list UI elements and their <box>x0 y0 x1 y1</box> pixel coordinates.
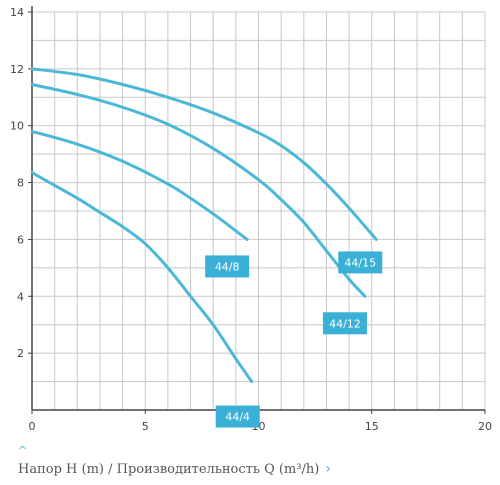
series-line-44-12 <box>30 82 367 298</box>
y-tick-label: 10 <box>10 120 24 133</box>
x-tick-label: 20 <box>478 420 492 433</box>
x-tick-label: 5 <box>142 420 149 433</box>
series-label-44-4: 44/4 <box>215 405 260 428</box>
series-label-box <box>322 312 367 335</box>
series-label-box <box>205 255 250 278</box>
y-tick-label: 6 <box>17 233 24 246</box>
series-line-44-8 <box>30 129 249 241</box>
series-label-box <box>338 251 383 274</box>
y-tick-label: 8 <box>17 177 24 190</box>
series-label-text: 44/12 <box>329 317 361 330</box>
y-tick-label: 14 <box>10 6 24 19</box>
series-line-44-4 <box>30 171 254 384</box>
y-tick-label: 12 <box>10 63 24 76</box>
chevron-right-icon: › <box>325 461 331 477</box>
series-label-44-8: 44/8 <box>205 255 250 278</box>
series-label-box <box>215 405 260 428</box>
caret-up-icon[interactable]: ^ <box>18 444 28 457</box>
series-label-text: 44/4 <box>225 411 250 424</box>
axis-caption-text: Напор H (m) / Производительность Q (m³/h… <box>18 461 320 477</box>
series-label-text: 44/15 <box>344 256 376 269</box>
x-tick-label: 15 <box>365 420 379 433</box>
series-label-44-12: 44/12 <box>322 312 367 335</box>
series-label-44-15: 44/15 <box>338 251 383 274</box>
series-line-44-15 <box>30 67 378 241</box>
series-lines <box>30 67 378 384</box>
grid <box>32 11 486 410</box>
axis-caption[interactable]: Напор H (m) / Производительность Q (m³/h… <box>18 458 331 480</box>
y-tick-label: 4 <box>17 290 24 303</box>
y-tick-label: 2 <box>17 347 24 360</box>
tick-labels: 246810121405101520 <box>10 6 492 433</box>
x-tick-label: 0 <box>29 420 36 433</box>
series-label-text: 44/8 <box>215 260 240 273</box>
series-labels: 44/4 44/8 44/12 44/15 <box>205 251 383 428</box>
